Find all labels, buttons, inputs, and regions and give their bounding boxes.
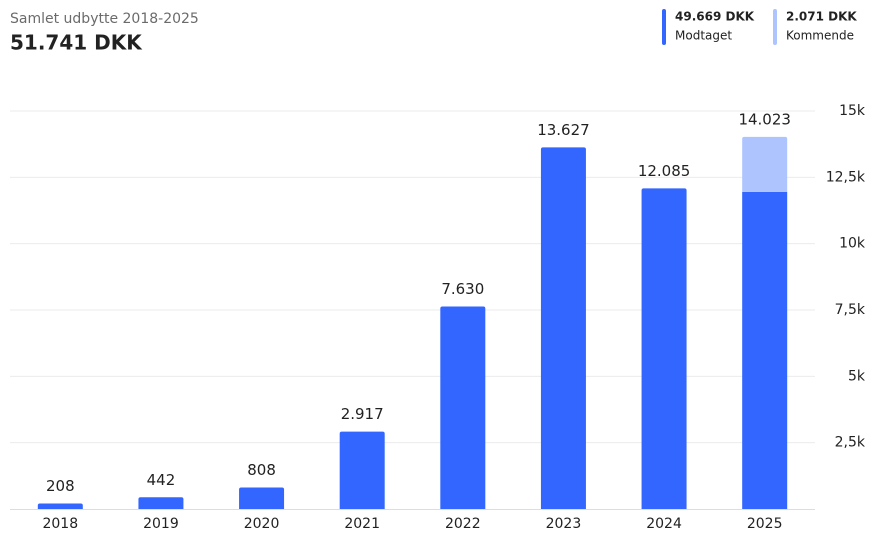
bar-segment <box>339 431 385 509</box>
bar-segment <box>138 497 184 509</box>
y-tick-label: 10k <box>839 236 866 252</box>
total-label: 2.917 <box>341 405 384 423</box>
x-tick-label: 2023 <box>546 516 582 532</box>
legend-value: 2.071 DKK <box>786 10 857 24</box>
legend-swatch <box>773 9 777 45</box>
y-tick-label: 15k <box>839 103 866 119</box>
y-tick-label: 2,5k <box>835 435 866 451</box>
x-tick-label: 2018 <box>42 516 78 532</box>
y-tick-label: 5k <box>848 368 866 384</box>
total-label: 14.023 <box>738 110 791 128</box>
bar-segment <box>239 487 285 509</box>
legend-name: Kommende <box>786 29 854 43</box>
x-tick-label: 2025 <box>747 516 783 532</box>
bar-segment <box>641 188 687 509</box>
y-tick-label: 7,5k <box>835 302 866 318</box>
bar-segment <box>540 147 586 509</box>
x-tick-label: 2020 <box>244 516 280 532</box>
total-label: 12.085 <box>638 162 691 180</box>
bar-segment <box>440 306 486 509</box>
x-tick-label: 2022 <box>445 516 481 532</box>
legend-name: Modtaget <box>675 29 732 43</box>
legend-value: 49.669 DKK <box>675 10 755 24</box>
chart-subtitle: 51.741 DKK <box>10 31 143 55</box>
bar-segment <box>742 191 788 509</box>
x-tick-label: 2019 <box>143 516 179 532</box>
total-label: 13.627 <box>537 121 590 139</box>
x-tick-label: 2021 <box>344 516 380 532</box>
total-label: 7.630 <box>441 280 484 298</box>
chart-title: Samlet udbytte 2018-2025 <box>10 11 199 27</box>
total-label: 442 <box>147 471 176 489</box>
y-tick-label: 12,5k <box>826 169 866 185</box>
x-tick-label: 2024 <box>646 516 682 532</box>
bar-segment <box>37 503 83 509</box>
legend-swatch <box>662 9 666 45</box>
total-label: 808 <box>247 461 276 479</box>
bar-segment <box>742 136 788 192</box>
total-label: 208 <box>46 477 75 495</box>
